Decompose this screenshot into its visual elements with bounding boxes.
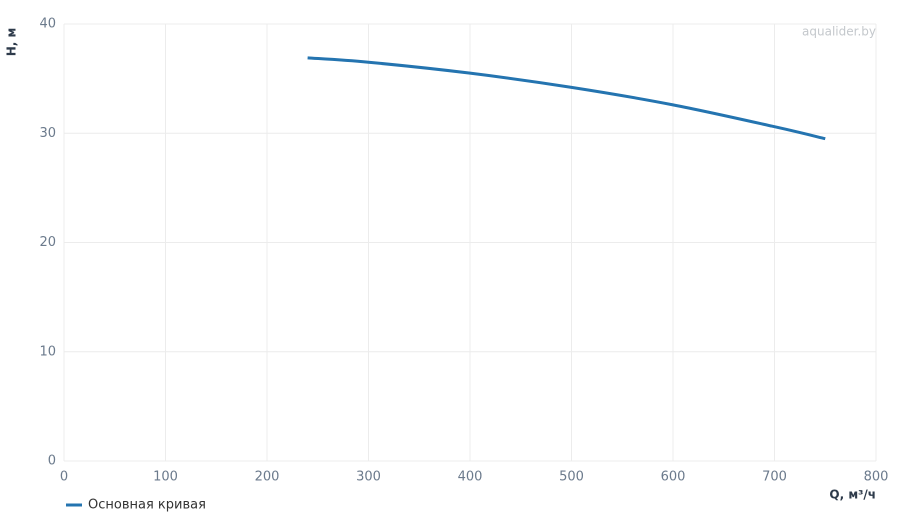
y-tick-label: 0 — [48, 454, 56, 469]
y-tick-label: 20 — [39, 235, 56, 250]
x-tick-label: 200 — [255, 470, 280, 485]
x-tick-label: 100 — [153, 470, 178, 485]
x-tick-label: 300 — [356, 470, 381, 485]
y-axis-label: H, м — [5, 28, 19, 57]
watermark: aqualider.by — [802, 25, 876, 39]
x-axis-label: Q, м³/ч — [829, 488, 876, 502]
legend-label: Основная кривая — [88, 498, 206, 513]
x-tick-label: 0 — [60, 470, 68, 485]
y-tick-label: 30 — [39, 126, 56, 141]
line — [307, 56, 826, 141]
x-tick-label: 800 — [864, 470, 889, 485]
x-tick-label: 400 — [458, 470, 483, 485]
y-tick-label: 10 — [39, 344, 56, 359]
x-tick-label: 700 — [762, 470, 787, 485]
x-tick-label: 600 — [661, 470, 686, 485]
x-tick-label: 500 — [559, 470, 584, 485]
y-tick-label: 40 — [39, 17, 56, 32]
